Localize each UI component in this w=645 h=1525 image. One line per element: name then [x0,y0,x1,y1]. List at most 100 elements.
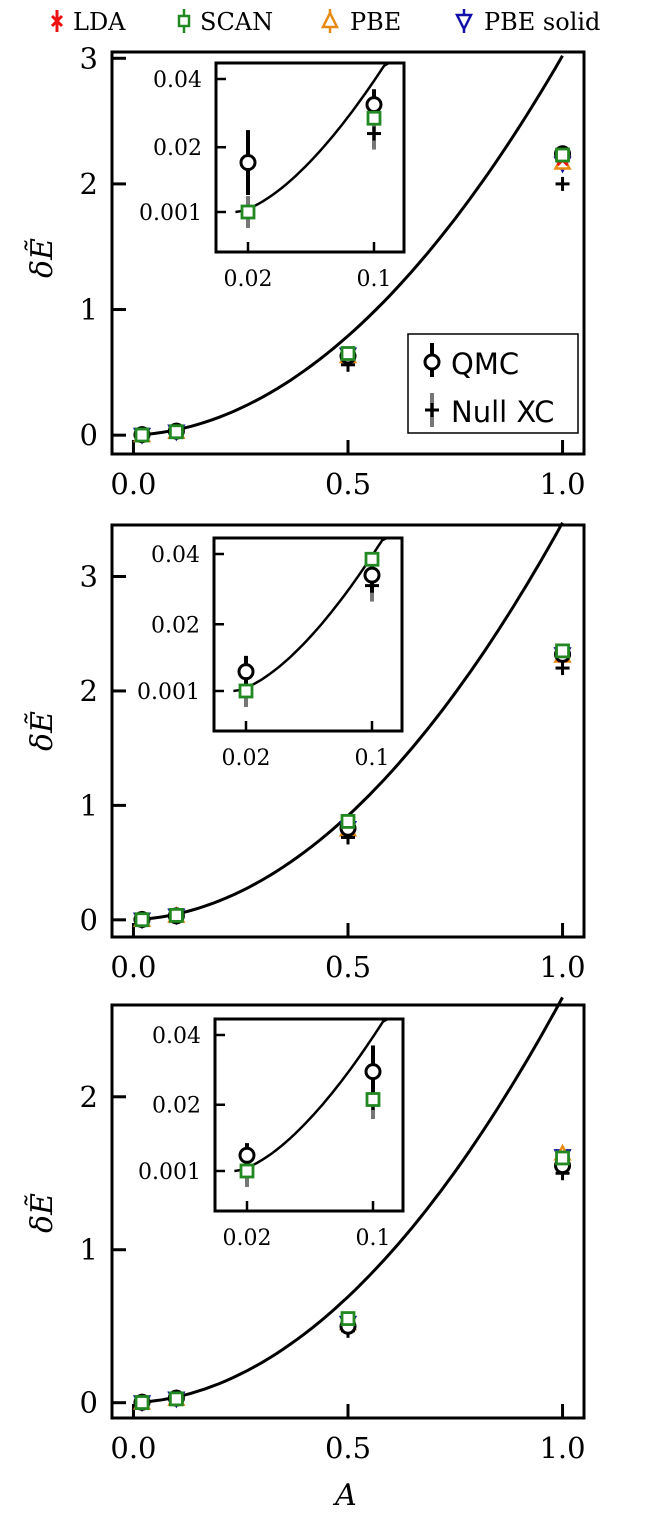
x-tick-label: 0.0 [110,467,156,501]
legend-item-lda: LDA [50,8,126,36]
y-tick-label: 2 [80,674,98,708]
panel-bottom: 0.0 0.5 1.0 0 1 2 0.02 0.1 0.001 0.02 0.04 [80,996,586,1465]
inset-y-tick-label: 0.04 [152,1024,201,1049]
legend-label-scan: SCAN [200,8,273,36]
ylabel-bottom-text: δẼ [24,1193,60,1233]
y-tick-label: 3 [80,41,98,75]
null-xc-marker-icon [425,393,439,427]
y-tick-label: 1 [80,293,98,327]
y-tick-label: 2 [80,167,98,201]
inset-y-tick-label: 0.001 [137,680,200,705]
x-tick-label: 0.5 [325,950,371,984]
panel-middle: 0.0 0.5 1.0 0 1 2 3 0.02 0.1 0.001 0.02 0.04 [80,521,586,984]
legend-label-pbe-solid: PBE solid [484,8,600,36]
inset-data-point [367,126,381,141]
lda-marker-icon [50,10,64,32]
inset-y-tick-label: 0.001 [138,1160,201,1185]
y-tick-label: 0 [80,418,98,452]
data-point [168,907,184,923]
ylabel-middle-text: δẼ [24,711,60,751]
series-scan [134,1150,570,1410]
x-tick-label: 0.0 [110,950,156,984]
x-tick-label: 1.0 [539,467,585,501]
data-point [134,1395,150,1410]
x-tick-label: 1.0 [539,950,585,984]
legend-item-qmc: QMC [423,343,519,381]
legend-label-qmc: QMC [451,347,519,381]
inset-x-tick-label: 0.02 [223,1226,272,1251]
y-tick-label: 0 [80,903,98,937]
inset-top: 0.02 0.1 0.001 0.02 0.04 [139,61,406,292]
inset-middle: 0.02 0.1 0.001 0.02 0.04 [137,536,404,771]
series-scan [134,147,570,443]
data-point [340,814,356,829]
y-tick-label: 1 [80,1233,98,1267]
data-point [340,346,356,361]
data-point [134,912,150,928]
legend-item-pbe: PBE [320,8,401,36]
inset-data-point [365,96,383,114]
data-point [168,1391,184,1407]
data-point [340,1311,356,1326]
ylabel-top-text: δẼ [24,238,60,278]
inset-data-point [238,1146,256,1164]
inset-x-tick-label: 0.1 [357,267,392,292]
pbe-marker-icon [320,9,340,33]
inset-fit-curve [235,61,403,214]
fit-curve-bottom [133,996,564,1405]
xlabel: A [332,1478,357,1513]
legend-item-scan: SCAN [177,8,273,36]
inset-fit-curve [234,1017,402,1173]
x-tick-label: 1.0 [539,1431,585,1465]
data-point [555,661,570,676]
inset-data-point [240,204,256,220]
data-point [134,427,150,443]
ylabel-bottom: δẼ [24,1193,60,1233]
y-tick-label: 0 [80,1386,98,1420]
data-point [555,643,570,659]
pbe-solid-marker-icon [454,9,474,33]
fit-curve-top [133,55,564,437]
inset-data-point [239,154,257,172]
y-tick-label: 2 [80,1080,98,1114]
y-tick-label: 3 [80,560,98,594]
panel-top: 0.0 0.5 1.0 0 1 2 3 0.02 0.1 0.001 0.02 0.04 [80,41,586,501]
inset-data-point [364,551,380,567]
data-point [555,147,570,163]
qmc-marker-icon [423,343,441,377]
inset-y-tick-label: 0.04 [153,68,202,93]
inset-data-point [237,663,255,681]
legend-item-null-xc: Null XC [425,393,554,429]
y-tick-label: 1 [80,788,98,822]
inset-data-point [363,566,381,584]
inset-data-point [238,683,254,699]
inset-y-tick-label: 0.02 [152,1094,201,1119]
inset-x-tick-label: 0.1 [355,746,390,771]
inset-data-point [239,1163,255,1179]
data-point [555,1150,570,1166]
legend-item-pbe-solid: PBE solid [454,8,600,36]
ylabel-top: δẼ [24,238,60,278]
inset-data-point [365,1092,381,1107]
inner-legend: QMC Null XC [407,333,579,434]
inset-y-tick-label: 0.02 [153,136,202,161]
legend-label-lda: LDA [73,8,126,36]
legend-label-null-xc: Null XC [451,395,554,429]
ylabel-middle: δẼ [24,711,60,751]
inset-data-point [364,1063,382,1081]
inset-y-tick-label: 0.02 [151,613,200,638]
x-tick-label: 0.0 [110,1431,156,1465]
legend-label-pbe: PBE [350,8,401,36]
data-point [168,424,184,440]
inset-y-tick-label: 0.04 [151,543,200,568]
inset-y-tick-label: 0.001 [139,201,202,226]
series-legend: LDA SCAN PBE PBE solid [50,8,600,36]
x-tick-label: 0.5 [325,1431,371,1465]
inset-x-tick-label: 0.02 [224,267,273,292]
series-scan [134,643,570,928]
inset-x-tick-label: 0.02 [222,746,271,771]
inner-legend-box [407,333,579,434]
inset-x-tick-label: 0.1 [356,1226,391,1251]
data-point [555,176,570,191]
